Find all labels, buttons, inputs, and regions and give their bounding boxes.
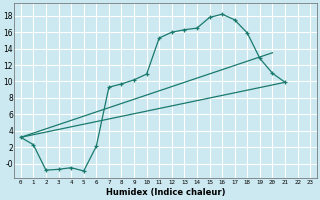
X-axis label: Humidex (Indice chaleur): Humidex (Indice chaleur) (106, 188, 225, 197)
